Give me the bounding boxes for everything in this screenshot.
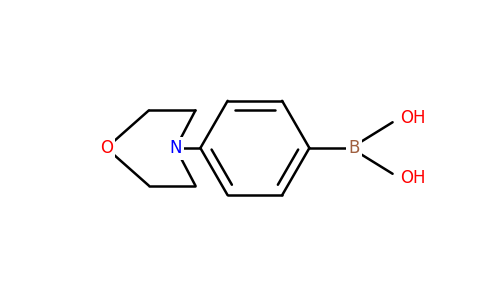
Text: OH: OH — [401, 109, 426, 127]
Text: O: O — [100, 139, 113, 157]
Text: B: B — [348, 139, 360, 157]
Text: N: N — [169, 139, 182, 157]
Text: OH: OH — [401, 169, 426, 187]
